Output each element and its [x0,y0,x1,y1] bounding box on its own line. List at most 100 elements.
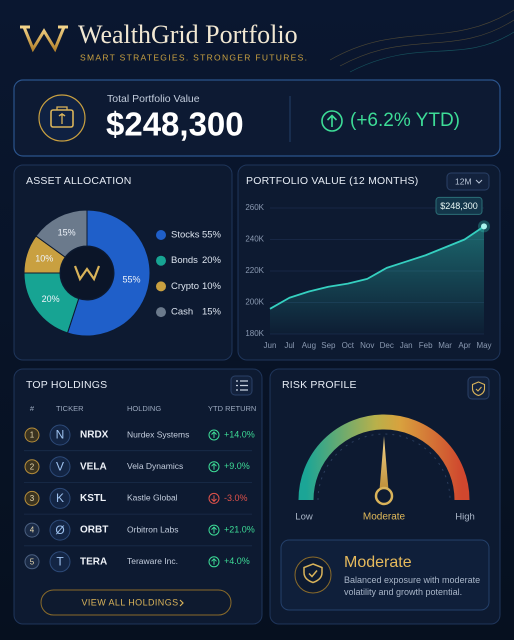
gauge-mid: Moderate [363,512,406,523]
rank: 3 [30,494,35,503]
view-all-button[interactable] [40,589,232,616]
y-tick-label: 200K [245,298,264,307]
rank-badge [24,427,40,443]
x-tick-label: Jun [264,341,277,350]
legend-value: 55% [202,230,222,241]
donut-center [61,247,113,299]
ticker: NRDX [80,430,109,441]
return-arrow [211,462,217,470]
return-icon [208,429,220,441]
up-arrow [326,114,338,127]
legend-swatch [156,281,166,292]
line [269,225,485,310]
holding-name: Teraware Inc. [127,556,178,566]
x-tick-label: Mar [438,341,452,350]
ticker-logo-bg [49,424,71,446]
ticker-logo: V [56,459,64,473]
x-tick-label: Jan [400,341,413,350]
x-tick-label: Sep [321,341,336,350]
y-tick-label: 260K [245,203,264,212]
allocation-title: ASSET ALLOCATION [26,175,132,187]
x-tick-label: Dec [380,341,394,350]
donut-logo [73,265,101,282]
donut-slice [66,209,151,337]
donut-slice [35,209,88,258]
value-title: PORTFOLIO VALUE (12 MONTHS) [246,175,418,187]
return-arrow [211,431,217,438]
ticker-logo-bg [49,456,71,478]
range-selector[interactable] [446,172,490,191]
x-tick-label: Oct [342,341,355,350]
return: -3.0% [224,493,248,503]
x-tick-label: Jul [284,341,294,350]
ticker-logo: T [56,554,64,568]
holdings-panel [13,368,263,625]
range-caret[interactable] [475,179,483,184]
gauge-ticks [317,433,451,501]
x-tick-label: Aug [302,341,316,350]
legend-swatch [156,230,166,240]
rank-badge [24,522,40,538]
view-all-chevron[interactable] [179,599,184,607]
annotation-box [435,196,483,215]
gauge-hub [374,486,394,506]
wallet-icon-shape [50,109,74,128]
ticker-logo-bg [49,551,71,573]
return: +21.0% [224,524,255,534]
risk-level: Moderate [344,554,412,571]
legend-swatch [156,307,166,318]
ticker-logo: K [56,491,64,505]
gauge-low: Low [295,512,313,523]
list-icon[interactable] [236,380,248,391]
slice-label: 55% [122,274,140,284]
gauge-needle [379,436,389,496]
holding-name: Kastle Global [127,493,178,503]
risk-title: RISK PROFILE [282,379,357,391]
legend-label: Bonds [171,255,198,266]
tagline: SMART STRATEGIES. STRONGER FUTURES. [80,52,308,62]
return-icon [208,556,220,568]
summary-value: $248,300 [106,106,244,143]
decor-waves [329,9,514,73]
risk-badge [467,376,490,400]
x-tick-label: Nov [360,341,374,350]
rank: 5 [30,557,35,566]
rank: 4 [30,526,35,535]
summary-change: (+6.2% YTD) [350,110,460,131]
rank: 2 [30,462,35,471]
column-header: HOLDING [127,404,161,413]
ticker: KSTL [80,493,106,504]
gauge-arc [298,414,470,501]
legend-label: Stocks [171,230,200,241]
slice-label: 10% [35,253,53,263]
summary-panel [13,79,501,157]
risk-badge-icon [471,381,486,397]
slice-label: 20% [42,294,60,304]
range-selector-label[interactable]: 12M [455,176,472,186]
legend-label: Crypto [171,281,199,292]
return: +9.0% [224,461,250,471]
ticker-logo-bg [49,487,71,509]
return-icon [208,492,220,504]
return-arrow [211,495,217,503]
annotation: $248,300 [440,201,478,211]
app-title: WealthGrid Portfolio [78,20,298,49]
risk-card-shield [303,563,323,584]
legend-label: Cash [171,307,193,318]
rank-badge [24,554,40,570]
risk-description: Balanced exposure with moderate volatili… [344,575,481,597]
y-tick-label: 220K [245,266,264,275]
summary-label: Total Portfolio Value [107,93,200,105]
return-arrow [211,558,217,565]
view-all-label[interactable]: VIEW ALL HOLDINGS [82,597,179,607]
legend-value: 10% [202,281,222,292]
risk-card [280,539,490,611]
return-icon [208,461,220,473]
column-header: YTD RETURN [208,404,256,413]
holding-name: Nurdex Systems [127,429,189,439]
ticker: ORBT [80,525,108,536]
ticker: TERA [80,556,107,567]
x-tick-label: Feb [419,341,433,350]
